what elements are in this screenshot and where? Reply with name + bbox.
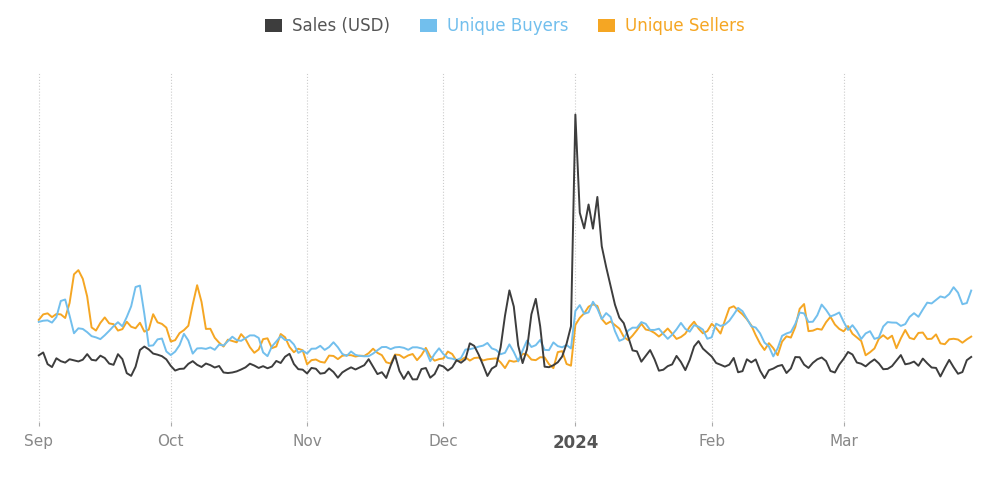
Legend: Sales (USD), Unique Buyers, Unique Sellers: Sales (USD), Unique Buyers, Unique Selle…	[265, 17, 745, 35]
